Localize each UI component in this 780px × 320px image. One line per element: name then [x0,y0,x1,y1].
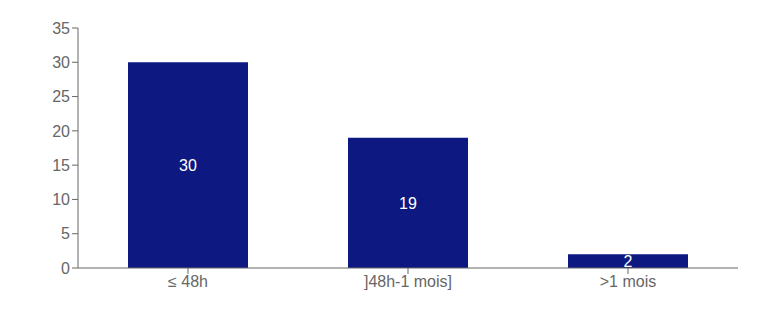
svg-text:0: 0 [61,260,70,277]
svg-text:35: 35 [52,20,70,37]
svg-text:30: 30 [179,157,197,174]
svg-text:]48h-1 mois]: ]48h-1 mois] [364,273,452,290]
svg-text:20: 20 [52,123,70,140]
svg-text:>1 mois: >1 mois [600,273,656,290]
svg-text:≤ 48h: ≤ 48h [168,273,208,290]
svg-text:25: 25 [52,88,70,105]
svg-text:19: 19 [399,195,417,212]
svg-text:5: 5 [61,225,70,242]
svg-text:10: 10 [52,191,70,208]
svg-text:30: 30 [52,54,70,71]
svg-text:2: 2 [624,253,633,270]
svg-text:15: 15 [52,157,70,174]
